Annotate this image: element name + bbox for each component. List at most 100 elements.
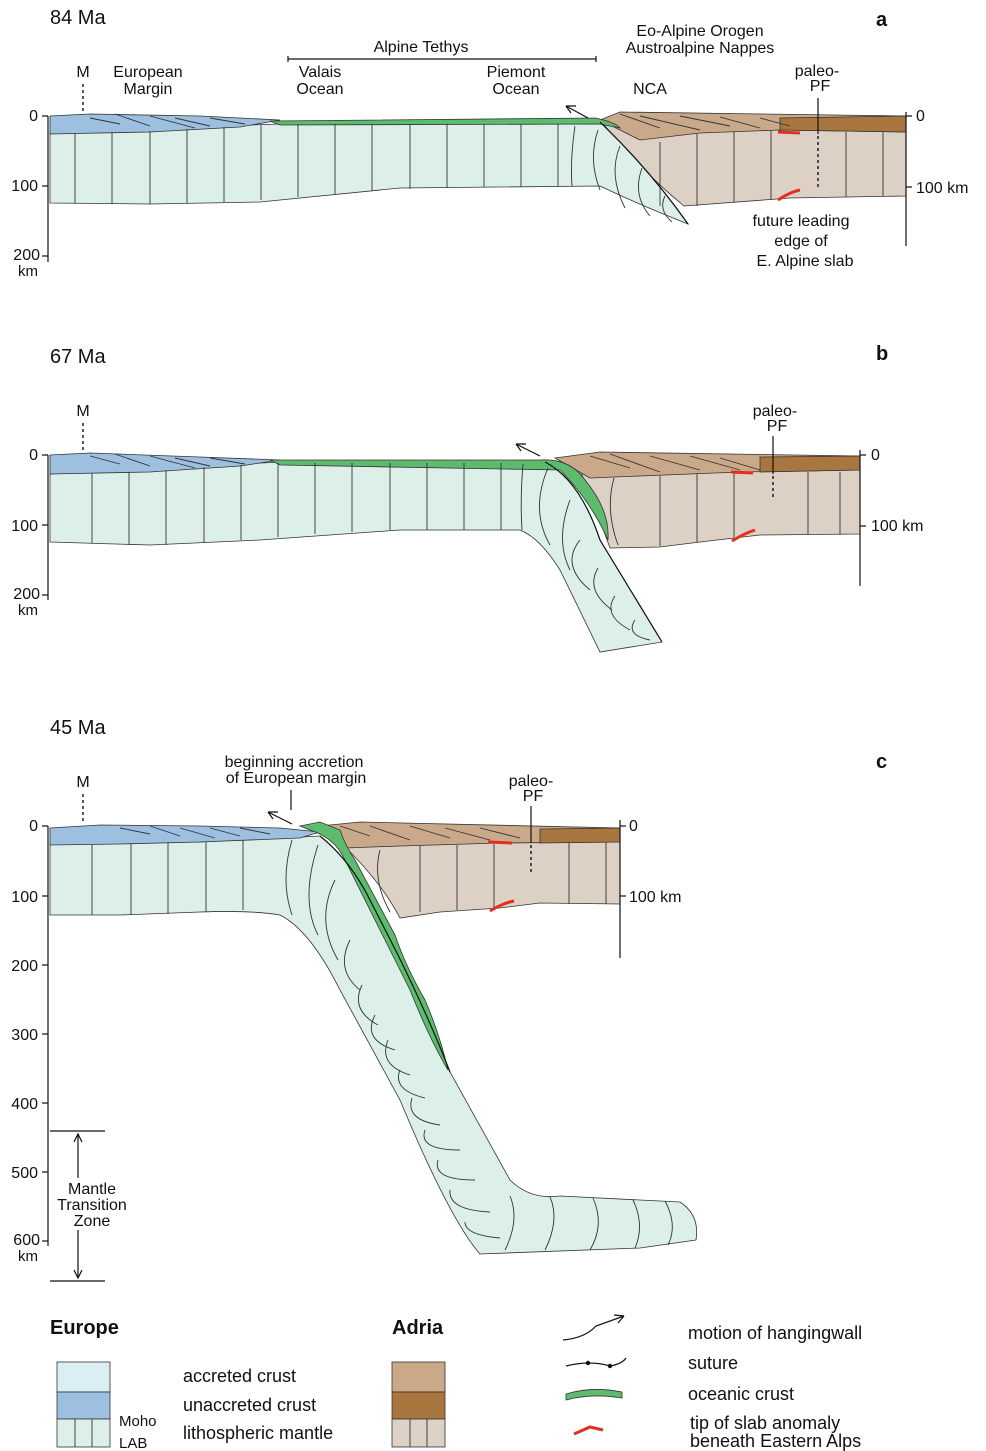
panel-a-tick-0: 0 <box>29 108 38 125</box>
panel-c-accretion-label-1: beginning accretion <box>225 754 364 771</box>
panel-a-piemont-label-1: Piemont <box>487 64 546 81</box>
panel-b-tick-km: km <box>18 602 38 619</box>
legend-europe-title: Europe <box>50 1317 119 1339</box>
panel-a-tick-km: km <box>18 263 38 280</box>
panel-a-future-label-1: future leading <box>753 213 850 230</box>
panel-a-oceanic-crust <box>269 117 622 129</box>
panel-c-european-crust <box>49 824 321 846</box>
panel-a-european-label-2: Margin <box>124 81 173 98</box>
panel-c-tick-500: 500 <box>11 1165 38 1182</box>
panel-c-paleo-pf-label-1: paleo- <box>509 773 553 790</box>
panel-a-right-axis: 0 100 km <box>905 108 968 246</box>
panel-c-left-axis: 0 100 200 300 400 500 600 km <box>11 818 49 1265</box>
legend-europe-mantle-swatch <box>56 1418 111 1448</box>
panel-b-letter: b <box>876 343 888 365</box>
legend-lab: LAB <box>119 1435 147 1451</box>
panel-c-mtz-bracket <box>50 1130 105 1282</box>
panel-b-tick-200: 200 <box>13 586 40 603</box>
panel-c-m-label: M <box>76 774 89 791</box>
panel-a-tick-100: 100 <box>11 178 38 195</box>
panel-c-right-axis: 0 100 km <box>619 818 681 958</box>
panel-a-right-tick-0: 0 <box>916 108 925 125</box>
panel-a-slab-tip-lower <box>777 188 801 202</box>
panel-a-mantle-grid <box>74 124 884 223</box>
panel-b-slab-tip-lower <box>731 528 756 543</box>
panel-a-piemont-label-2: Ocean <box>492 81 539 98</box>
panel-a-tethys-bracket <box>287 56 597 62</box>
legend-unaccreted-crust: unaccreted crust <box>183 1395 316 1415</box>
legend-adria-mantle-swatch <box>391 1418 446 1448</box>
panel-a-european-label-1: European <box>113 64 182 81</box>
panel-c-thrust-lines <box>119 825 521 841</box>
panel-a-paleo-pf-label-2: PF <box>810 78 831 95</box>
panel-a-eo-alpine-label-2: Austroalpine Nappes <box>626 40 775 57</box>
panel-a-paleo-pf-label-1: paleo- <box>795 63 839 80</box>
panel-c: 45 Ma c <box>11 717 887 1282</box>
panel-c-mantle-grid <box>91 839 673 1251</box>
panel-a-adria-unaccreted-crust <box>779 115 907 133</box>
panel-c-slab-tip-upper <box>487 840 513 845</box>
legend-slab-tip-icon <box>573 1425 604 1436</box>
legend-slab-tip-label-2: beneath Eastern Alps <box>690 1431 861 1451</box>
legend-suture-dot2-icon <box>607 1363 613 1369</box>
panel-b-left-axis: 0 100 200 km <box>11 447 49 619</box>
panel-a-eo-alpine-label-1: Eo-Alpine Orogen <box>636 23 763 40</box>
panel-a: 84 Ma a <box>11 7 968 280</box>
panel-c-right-tick-0: 0 <box>629 818 638 835</box>
panel-a-right-tick-100: 100 km <box>916 180 968 197</box>
panel-a-nca-label: NCA <box>633 81 667 98</box>
panel-b-right-tick-0: 0 <box>871 447 880 464</box>
panel-c-tick-300: 300 <box>11 1027 38 1044</box>
panel-a-thrust-lines <box>89 113 791 131</box>
panel-c-right-tick-100: 100 km <box>629 889 681 906</box>
panel-c-paleo-pf-label-2: PF <box>523 788 544 805</box>
panel-a-europe-mantle <box>49 121 690 225</box>
panel-a-motion-arrow <box>565 105 589 119</box>
panel-c-tick-km: km <box>18 1248 38 1265</box>
panel-c-tick-600: 600 <box>13 1232 40 1249</box>
panel-b-mantle-grid <box>91 463 841 641</box>
legend-oceanic-crust-icon <box>565 1389 623 1401</box>
panel-b-age: 67 Ma <box>50 346 106 368</box>
panel-b-right-tick-100: 100 km <box>871 518 923 535</box>
panel-c-adria-mantle <box>339 839 621 919</box>
legend-lithospheric-mantle: lithospheric mantle <box>183 1423 333 1443</box>
panel-c-tick-100: 100 <box>11 889 38 906</box>
panel-b-paleo-pf-label-2: PF <box>767 418 788 435</box>
panel-a-valais-label-2: Ocean <box>296 81 343 98</box>
panel-b-subduction-fault <box>544 461 663 643</box>
panel-c-mtz-label-3: Zone <box>74 1213 111 1230</box>
legend-slab-tip-label-1: tip of slab anomaly <box>690 1413 840 1433</box>
panel-b-europe-mantle <box>49 461 663 653</box>
panel-b-adria-unaccreted-crust <box>759 455 861 473</box>
panel-c-mtz-label-2: Transition <box>57 1197 127 1214</box>
panel-a-valais-label-1: Valais <box>299 64 341 81</box>
panel-c-subduction-fault <box>319 835 451 1073</box>
panel-b-tick-100: 100 <box>11 518 38 535</box>
panel-c-slab-tip-lower <box>489 899 515 913</box>
legend-europe-unaccreted-swatch <box>56 1391 111 1420</box>
legend-motion-label: motion of hangingwall <box>688 1323 862 1343</box>
legend-suture-icon <box>565 1357 627 1367</box>
legend-suture-dot-icon <box>585 1360 591 1366</box>
legend-oceanic-crust-label: oceanic crust <box>688 1384 794 1404</box>
panel-a-m-label: M <box>76 64 89 81</box>
panel-a-tethys-label: Alpine Tethys <box>374 39 469 56</box>
panel-b-european-crust <box>49 452 281 475</box>
panel-a-age: 84 Ma <box>50 7 106 29</box>
panel-a-motion-arrowhead <box>565 105 576 114</box>
panel-c-tick-0: 0 <box>29 818 38 835</box>
legend-adria-title: Adria <box>392 1317 444 1339</box>
legend-accreted-crust: accreted crust <box>183 1366 296 1386</box>
panel-a-slab-tip-upper <box>777 130 801 135</box>
panel-c-mtz-label-1: Mantle <box>68 1181 116 1198</box>
panel-a-future-label-2: edge of <box>774 233 828 250</box>
panel-b-thrust-lines <box>89 453 761 473</box>
panel-c-tick-400: 400 <box>11 1096 38 1113</box>
legend-adria-unaccreted-swatch <box>391 1391 446 1420</box>
legend-motion-icon <box>562 1315 625 1341</box>
panel-c-adria-unaccreted-crust <box>539 827 621 844</box>
panel-a-future-label-3: E. Alpine slab <box>757 253 854 270</box>
legend-adria-mantle-grid <box>409 1419 428 1447</box>
